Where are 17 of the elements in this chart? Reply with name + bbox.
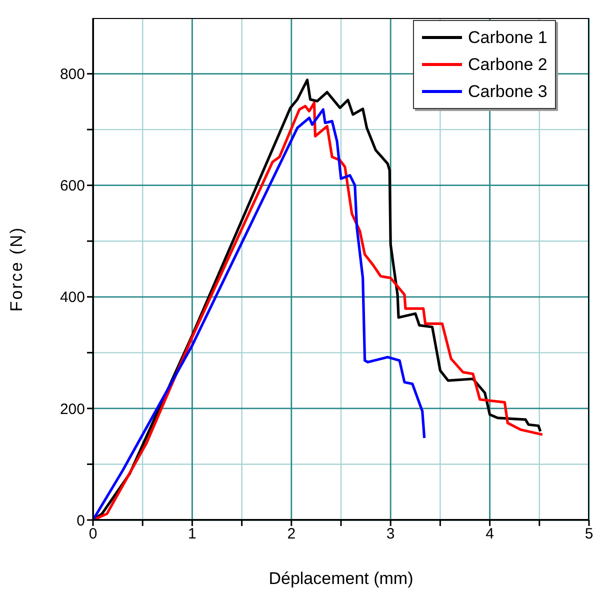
x-tick-label: 1 <box>188 526 196 543</box>
legend-label: Carbone 1 <box>468 28 548 48</box>
y-axis-title: Force (N) <box>7 226 26 312</box>
line-series <box>93 108 426 520</box>
x-tick-label: 0 <box>88 526 98 543</box>
y-tick-label: 800 <box>60 66 85 84</box>
y-tick-label: 600 <box>60 178 85 195</box>
x-tick-label: 3 <box>386 526 395 543</box>
x-tick-label: 4 <box>486 526 494 543</box>
x-axis-title: Déplacement (mm) <box>268 569 414 588</box>
y-tick-label: 200 <box>60 400 85 418</box>
y-tick-label: 0 <box>76 512 85 530</box>
x-tick-label: 5 <box>584 526 594 543</box>
legend-label: Carbone 2 <box>468 54 548 74</box>
legend-label: Carbone 3 <box>468 82 548 102</box>
x-tick-label: 2 <box>287 526 296 543</box>
y-tick-label: 400 <box>60 289 85 306</box>
